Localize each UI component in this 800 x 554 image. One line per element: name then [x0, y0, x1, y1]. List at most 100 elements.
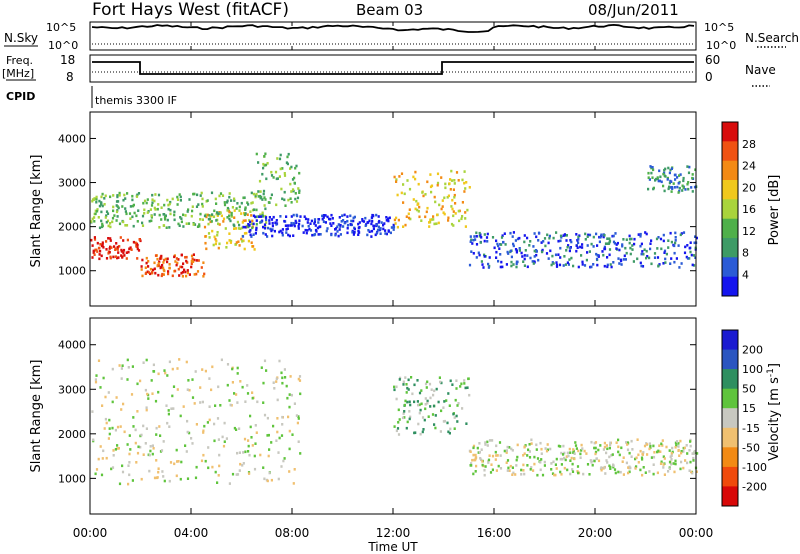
power-cell: [287, 152, 290, 156]
power-cell: [346, 215, 349, 218]
power-cell: [272, 215, 275, 219]
velocity-cell: [236, 451, 239, 455]
power-cell: [319, 225, 322, 228]
power-cell: [255, 192, 258, 196]
power-cell: [249, 220, 252, 224]
power-cell: [393, 218, 396, 222]
power-cell: [163, 203, 166, 207]
velocity-cell: [99, 445, 102, 448]
power-cell: [367, 221, 370, 224]
power-cell: [247, 223, 250, 226]
power-cell: [251, 226, 254, 230]
velocity-cell: [127, 464, 130, 467]
power-cell: [500, 243, 503, 246]
power-cell: [434, 200, 437, 204]
velocity-cell: [107, 437, 110, 440]
freq-label: Freq.: [6, 54, 33, 67]
power-cell: [603, 264, 606, 268]
power-cell: [159, 257, 162, 260]
velocity-cell: [529, 468, 532, 471]
velocity-cell: [151, 452, 154, 456]
power-cell: [682, 179, 685, 183]
power-cell: [677, 244, 680, 247]
power-cell: [270, 218, 274, 221]
power-cell: [94, 209, 97, 213]
power-cell: [230, 211, 233, 215]
power-cell: [342, 219, 345, 222]
power-cell: [687, 187, 690, 191]
power-cell: [167, 207, 170, 211]
velocity-cell: [491, 454, 495, 458]
velocity-cell: [251, 391, 254, 394]
power-cell: [255, 226, 258, 230]
velocity-cell: [495, 469, 498, 472]
power-cell: [612, 261, 615, 264]
power-cell: [612, 240, 616, 244]
power-cell: [361, 219, 364, 223]
power-cell: [457, 179, 460, 182]
velocity-cell: [265, 369, 268, 372]
velocity-colorbar-swatch: [722, 388, 738, 409]
power-cell: [171, 274, 174, 278]
velocity-cell: [652, 455, 656, 459]
power-cell: [352, 233, 355, 236]
power-cell: [203, 214, 207, 218]
power-cell: [98, 253, 101, 256]
power-cell: [121, 205, 124, 208]
velocity-cell: [689, 440, 692, 443]
velocity-cell: [649, 446, 652, 449]
power-cell: [101, 224, 104, 228]
velocity-cell: [590, 461, 593, 464]
velocity-cell: [594, 446, 597, 450]
power-cell: [402, 225, 405, 228]
power-cell: [406, 179, 409, 182]
velocity-cell: [627, 471, 630, 475]
velocity-cell: [114, 448, 117, 451]
velocity-cell: [238, 469, 241, 472]
power-cell: [193, 258, 196, 262]
power-cell: [188, 198, 191, 201]
velocity-cell: [263, 413, 267, 417]
power-cell: [506, 250, 509, 254]
power-cell: [176, 261, 179, 265]
power-cell: [500, 236, 504, 239]
power-cell: [157, 203, 160, 206]
velocity-cell: [644, 471, 647, 474]
velocity-cell: [164, 371, 167, 375]
power-cell: [339, 225, 342, 228]
power-cell: [458, 219, 461, 223]
power-cell: [670, 240, 673, 244]
velocity-cell: [222, 444, 226, 448]
velocity-cell: [456, 404, 459, 407]
power-cell: [514, 248, 518, 251]
velocity-cell: [447, 430, 450, 434]
velocity-cell: [447, 392, 450, 395]
power-cell: [241, 221, 244, 224]
power-cell: [558, 263, 562, 267]
velocity-cell: [620, 446, 623, 450]
velocity-cell: [247, 439, 250, 442]
power-cell: [311, 233, 314, 237]
power-cell: [249, 210, 252, 213]
power-cell: [596, 263, 599, 267]
power-cell: [673, 244, 676, 248]
velocity-cell: [152, 370, 156, 373]
power-cell: [677, 182, 680, 185]
power-cell: [91, 244, 94, 247]
velocity-cell: [95, 468, 99, 471]
velocity-cell: [692, 452, 695, 455]
power-cell: [403, 192, 406, 196]
nsky-label: N.Sky: [4, 31, 38, 45]
power-cell: [233, 224, 236, 228]
velocity-cell: [426, 380, 429, 384]
power-cell: [564, 263, 567, 266]
power-cell: [581, 263, 584, 266]
velocity-cell: [571, 470, 575, 473]
power-cell: [568, 249, 571, 253]
velocity-cell: [158, 425, 161, 428]
power-cell: [664, 175, 667, 178]
velocity-cell: [401, 416, 405, 420]
power-cell: [118, 194, 121, 197]
power-cell: [162, 268, 165, 272]
